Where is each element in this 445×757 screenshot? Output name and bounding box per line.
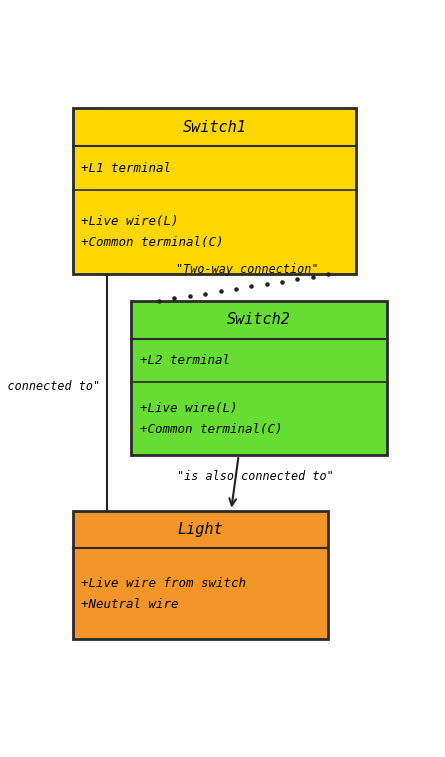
Point (324, 269, 332, 281)
Point (248, 280, 255, 292)
Bar (73, 548, 328, 639)
Text: "Two-way connection": "Two-way connection" (176, 263, 318, 276)
Bar (73, 108, 356, 146)
Bar (132, 382, 387, 455)
Text: +Live wire(L)
+Common terminal(C): +Live wire(L) +Common terminal(C) (81, 215, 224, 249)
Point (156, 294, 163, 307)
Point (217, 285, 224, 298)
Point (263, 278, 270, 290)
Bar (132, 338, 387, 382)
Point (171, 292, 178, 304)
Text: "is connected to": "is connected to" (0, 380, 101, 393)
Text: Switch1: Switch1 (182, 120, 246, 135)
Bar (73, 146, 356, 190)
Point (309, 271, 316, 283)
Bar (73, 190, 356, 275)
Text: Switch2: Switch2 (227, 312, 291, 327)
Text: +L1 terminal: +L1 terminal (81, 161, 171, 175)
Text: Light: Light (178, 522, 223, 537)
Text: +Live wire from switch
+Neutral wire: +Live wire from switch +Neutral wire (81, 577, 247, 611)
Bar (132, 301, 387, 338)
Bar (73, 510, 328, 548)
Text: +Live wire(L)
+Common terminal(C): +Live wire(L) +Common terminal(C) (140, 402, 283, 436)
Point (202, 288, 209, 300)
Point (294, 273, 301, 285)
Text: "is also connected to": "is also connected to" (177, 470, 334, 483)
Point (186, 290, 194, 302)
Bar (73, 108, 356, 275)
Bar (73, 510, 328, 639)
Point (279, 276, 286, 288)
Point (232, 282, 239, 294)
Bar (132, 301, 387, 455)
Text: +L2 terminal: +L2 terminal (140, 354, 230, 367)
